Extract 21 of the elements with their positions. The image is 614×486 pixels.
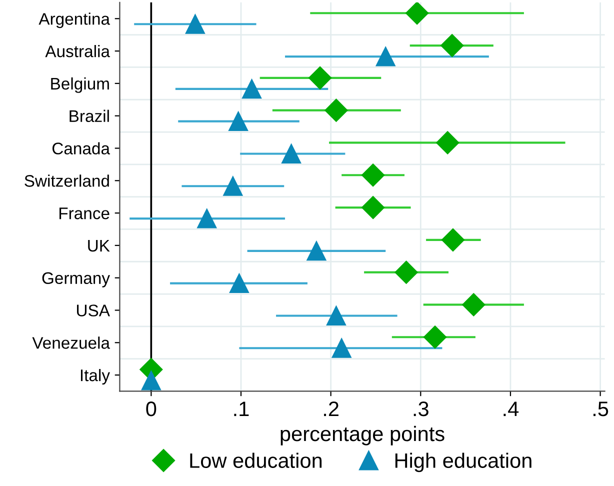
legend-label: High education <box>395 452 532 472</box>
y-tick-label: France <box>60 208 110 220</box>
y-tick-label: Canada <box>52 142 110 154</box>
y-tick-label: Brazil <box>70 110 109 122</box>
x-tick-label: .3 <box>414 402 428 416</box>
x-tick-label: .5 <box>594 402 608 416</box>
legend-label: Low education <box>190 452 322 468</box>
y-tick-label: Germany <box>42 272 110 288</box>
y-tick-label: Argentina <box>38 12 110 28</box>
y-tick-label: Australia <box>45 44 110 58</box>
y-tick-label: UK <box>88 240 110 252</box>
y-tick-label: Italy <box>80 368 110 385</box>
x-tick-label: .1 <box>234 402 249 416</box>
x-tick-label: 0 <box>146 402 156 416</box>
x-axis-title: percentage points <box>280 426 444 446</box>
y-tick-label: Venezuela <box>32 336 110 349</box>
x-tick-label: .2 <box>324 402 338 416</box>
y-tick-label: Switzerland <box>24 174 109 187</box>
y-tick-label: USA <box>77 304 110 316</box>
y-tick-label: Belgium <box>51 77 109 93</box>
x-tick-label: .4 <box>504 402 519 416</box>
